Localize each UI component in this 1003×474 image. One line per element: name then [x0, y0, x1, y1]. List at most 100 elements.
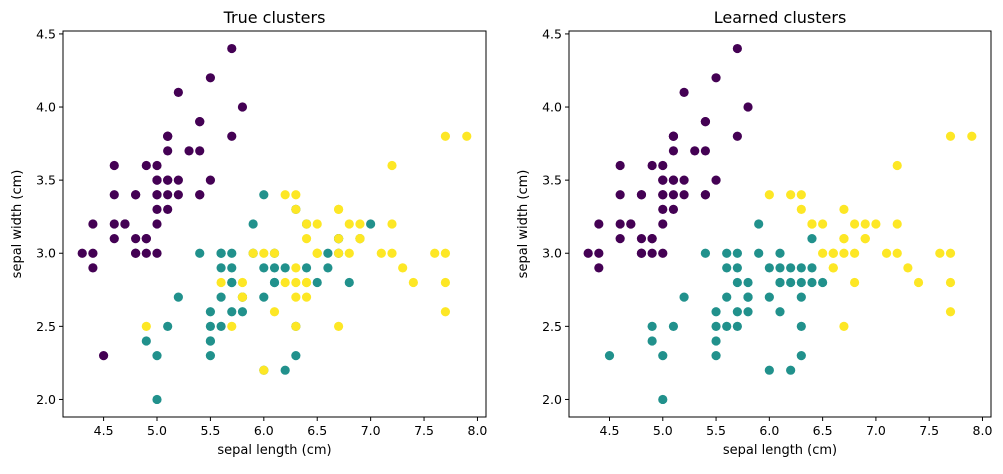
x-tick-label: 7.0	[866, 423, 886, 438]
data-point	[312, 248, 322, 258]
data-point	[786, 365, 796, 375]
data-point	[131, 248, 141, 258]
data-point	[658, 248, 668, 258]
x-tick-label: 5.0	[147, 423, 167, 438]
data-point	[173, 292, 183, 302]
data-point	[291, 190, 301, 200]
data-point	[796, 350, 806, 361]
data-point	[195, 248, 205, 258]
data-point	[280, 263, 290, 273]
data-point	[647, 248, 657, 258]
data-point	[658, 175, 668, 185]
y-tick-label: 3.0	[542, 246, 562, 261]
data-point	[935, 248, 945, 258]
data-point	[668, 175, 679, 185]
data-point	[312, 277, 322, 288]
data-point	[376, 248, 386, 258]
data-point	[237, 292, 248, 302]
data-point	[711, 336, 721, 346]
data-point	[205, 350, 216, 361]
data-point	[131, 234, 141, 244]
data-point	[658, 190, 668, 200]
plot-frame	[568, 30, 992, 418]
data-point	[796, 204, 806, 214]
data-point	[764, 365, 774, 375]
data-point	[775, 307, 785, 317]
x-tick-label: 7.0	[361, 423, 381, 438]
x-tick-label: 5.5	[200, 423, 220, 438]
data-point	[216, 248, 226, 258]
panel-true-clusters: sepal length (cm) sepal width (cm) 4.5 5.…	[10, 8, 487, 458]
data-point	[945, 248, 956, 258]
data-point	[881, 248, 892, 258]
y-tick-label: 2.5	[36, 319, 56, 334]
data-point	[668, 146, 679, 156]
data-point	[462, 131, 472, 141]
data-point	[722, 292, 732, 302]
y-tick-label: 3.0	[36, 246, 56, 261]
data-point	[711, 73, 721, 83]
data-point	[700, 190, 711, 200]
chart-title: True clusters	[223, 8, 326, 27]
data-point	[892, 219, 902, 229]
data-point	[796, 263, 806, 273]
data-point	[636, 248, 647, 258]
data-point	[636, 190, 647, 200]
data-point	[344, 277, 354, 288]
x-tick-label: 5.5	[706, 423, 726, 438]
x-tick-label: 8.0	[973, 423, 993, 438]
y-tick-label: 4.0	[542, 100, 562, 115]
data-point	[430, 248, 440, 258]
data-point	[818, 248, 828, 258]
data-point	[658, 394, 668, 405]
y-tick-label: 2.0	[542, 392, 562, 407]
data-point	[152, 219, 162, 229]
data-point	[945, 131, 956, 141]
data-point	[387, 248, 397, 258]
data-point	[668, 190, 679, 200]
data-point	[440, 131, 451, 141]
data-point	[280, 277, 290, 288]
data-point	[647, 336, 657, 346]
data-point	[173, 87, 183, 98]
data-point	[120, 219, 130, 229]
data-point	[355, 234, 365, 244]
data-point	[141, 336, 151, 346]
data-point	[141, 234, 151, 244]
data-point	[88, 248, 98, 258]
data-point	[109, 190, 119, 200]
data-point	[786, 277, 796, 288]
data-point	[849, 277, 860, 288]
data-point	[594, 263, 604, 273]
y-axis-label: sepal width (cm)	[516, 170, 531, 279]
data-point	[227, 248, 237, 258]
data-point	[280, 190, 290, 200]
data-point	[227, 263, 237, 273]
data-point	[205, 321, 216, 331]
data-point	[818, 219, 828, 229]
data-point	[828, 263, 838, 273]
data-point	[269, 277, 280, 288]
y-tick-label: 4.5	[542, 26, 562, 41]
data-point	[732, 131, 742, 141]
y-tick-label: 2.0	[36, 392, 56, 407]
data-point	[700, 248, 711, 258]
data-point	[323, 248, 333, 258]
data-point	[722, 263, 732, 273]
data-point	[967, 131, 977, 141]
data-point	[711, 350, 721, 361]
data-point	[163, 190, 173, 200]
data-point	[216, 321, 226, 331]
data-point	[323, 263, 333, 273]
data-point	[152, 190, 162, 200]
data-point	[945, 277, 956, 288]
data-point	[626, 219, 636, 229]
data-point	[269, 263, 280, 273]
data-point	[775, 277, 785, 288]
data-point	[355, 219, 365, 229]
data-point	[594, 248, 604, 258]
data-point	[259, 248, 269, 258]
x-tick-label: 5.0	[653, 423, 673, 438]
data-point	[344, 248, 354, 258]
